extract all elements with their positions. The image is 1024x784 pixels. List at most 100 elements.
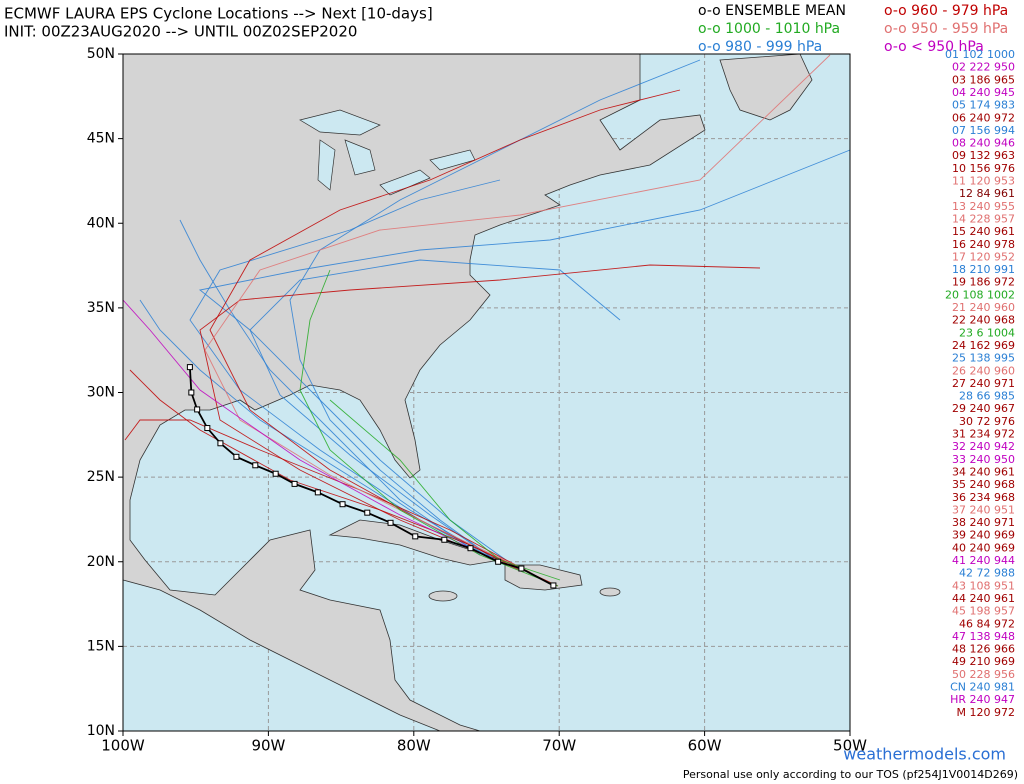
member-entry: 18 210 991 bbox=[952, 263, 1015, 276]
member-track bbox=[204, 54, 831, 573]
member-entry: 43 108 951 bbox=[952, 579, 1015, 592]
mean-track-point bbox=[441, 536, 448, 543]
member-track bbox=[189, 179, 501, 563]
x-tick-label: 80W bbox=[397, 737, 431, 755]
mean-track-point bbox=[188, 389, 195, 396]
legend: o-o ENSEMBLE MEAN o-o 1000 - 1010 hPa o-o … bbox=[698, 3, 1008, 55]
member-track bbox=[199, 264, 761, 571]
legend-entry: o-o < 950 hPa bbox=[884, 39, 984, 55]
mean-track-point bbox=[204, 425, 211, 432]
member-entry: 04 240 945 bbox=[952, 86, 1015, 99]
x-tick-label: 50W bbox=[833, 737, 867, 755]
member-entry: 36 234 968 bbox=[952, 491, 1015, 504]
member-entry: 23 6 1004 bbox=[959, 326, 1015, 339]
y-tick-label: 20N bbox=[87, 554, 115, 570]
member-entry: 05 174 983 bbox=[952, 99, 1015, 112]
member-track bbox=[209, 89, 681, 566]
y-tick-label: 25N bbox=[87, 469, 115, 485]
land bbox=[122, 53, 813, 732]
member-entry: 48 126 966 bbox=[952, 643, 1015, 656]
member-entry: 12 84 961 bbox=[959, 187, 1015, 200]
member-entry: 08 240 946 bbox=[952, 137, 1015, 150]
member-track bbox=[249, 259, 621, 563]
member-entry: 07 156 994 bbox=[952, 124, 1015, 137]
member-entry: 28 66 985 bbox=[959, 390, 1015, 403]
member-entry: 39 240 969 bbox=[952, 529, 1015, 542]
member-entry: 50 228 956 bbox=[952, 668, 1015, 681]
mean-track-point bbox=[217, 440, 224, 447]
member-entry: 02 222 950 bbox=[952, 61, 1015, 74]
mean-track-point bbox=[252, 462, 259, 469]
member-entry: 15 240 961 bbox=[952, 225, 1015, 238]
mean-track-point bbox=[314, 489, 321, 496]
x-tick-label: 60W bbox=[688, 737, 722, 755]
x-tick-label: 100W bbox=[101, 737, 145, 755]
x-tick-label: 90W bbox=[251, 737, 285, 755]
member-entry: 01 102 1000 bbox=[945, 48, 1015, 61]
mean-track-point bbox=[387, 519, 394, 526]
mean-track-point bbox=[194, 406, 201, 413]
member-entry: 20 108 1002 bbox=[945, 288, 1015, 301]
y-tick-label: 35N bbox=[87, 300, 115, 316]
member-entry: 19 186 972 bbox=[952, 276, 1015, 289]
legend-entry: o-o 960 - 979 hPa bbox=[884, 3, 1008, 19]
member-entry: HR 240 947 bbox=[950, 693, 1015, 706]
member-entry: 25 138 995 bbox=[952, 352, 1015, 365]
member-entry: 27 240 971 bbox=[952, 377, 1015, 390]
member-entry: 32 240 942 bbox=[952, 440, 1015, 453]
member-entry: 17 120 952 bbox=[952, 250, 1015, 263]
y-tick-label: 45N bbox=[87, 131, 115, 147]
y-tick-label: 15N bbox=[87, 638, 115, 654]
jamaica bbox=[428, 590, 458, 602]
great-lakes bbox=[299, 109, 476, 196]
member-entry: 35 240 968 bbox=[952, 478, 1015, 491]
mean-track-point bbox=[518, 565, 525, 572]
member-entry: 38 240 971 bbox=[952, 516, 1015, 529]
y-tick-label: 40N bbox=[87, 215, 115, 231]
member-entry: 33 240 950 bbox=[952, 453, 1015, 466]
mean-track-point bbox=[550, 582, 557, 589]
member-entry: 34 240 961 bbox=[952, 465, 1015, 478]
member-entry: 49 210 969 bbox=[952, 655, 1015, 668]
member-entry: 11 120 953 bbox=[952, 175, 1015, 188]
legend-entry: o-o 1000 - 1010 hPa bbox=[698, 21, 840, 37]
mean-track-point bbox=[412, 533, 419, 540]
member-track bbox=[124, 419, 541, 579]
member-entry: 46 84 972 bbox=[959, 617, 1015, 630]
mean-track-point bbox=[233, 453, 240, 460]
legend-entry: o-o 980 - 999 hPa bbox=[698, 39, 822, 55]
y-tick-label: 30N bbox=[87, 385, 115, 401]
title: ECMWF LAURA EPS Cyclone Locations --> Ne… bbox=[4, 5, 433, 23]
member-entry: 13 240 955 bbox=[952, 200, 1015, 213]
puerto-rico bbox=[599, 587, 621, 597]
x-tick-label: 70W bbox=[542, 737, 576, 755]
member-entry: 14 228 957 bbox=[952, 212, 1015, 225]
member-track bbox=[198, 149, 851, 571]
y-tick-label: 10N bbox=[87, 723, 115, 739]
member-entry: 09 132 963 bbox=[952, 149, 1015, 162]
member-track bbox=[122, 299, 501, 563]
member-entry: 10 156 976 bbox=[952, 162, 1015, 175]
mean-track-point bbox=[272, 470, 279, 477]
member-entry: M 120 972 bbox=[957, 706, 1015, 719]
member-tracks bbox=[122, 54, 851, 587]
member-entry: 42 72 988 bbox=[959, 567, 1015, 580]
member-track bbox=[299, 269, 559, 587]
member-entry: 16 240 978 bbox=[952, 238, 1015, 251]
mainland bbox=[122, 53, 706, 732]
member-entry: 30 72 976 bbox=[959, 415, 1015, 428]
member-entry: 44 240 961 bbox=[952, 592, 1015, 605]
member-entry: 24 162 969 bbox=[952, 339, 1015, 352]
member-entry: 41 240 944 bbox=[952, 554, 1015, 567]
mean-track-point bbox=[495, 558, 502, 565]
mean-track-point bbox=[467, 545, 474, 552]
member-entry: 40 240 969 bbox=[952, 541, 1015, 554]
y-tick-label: 50N bbox=[87, 46, 115, 62]
legend-entry: o-o 950 - 959 hPa bbox=[884, 21, 1008, 37]
member-entry: 26 240 960 bbox=[952, 364, 1015, 377]
mean-track-point bbox=[291, 480, 298, 487]
mean-track-point bbox=[364, 509, 371, 516]
member-track bbox=[179, 219, 481, 556]
